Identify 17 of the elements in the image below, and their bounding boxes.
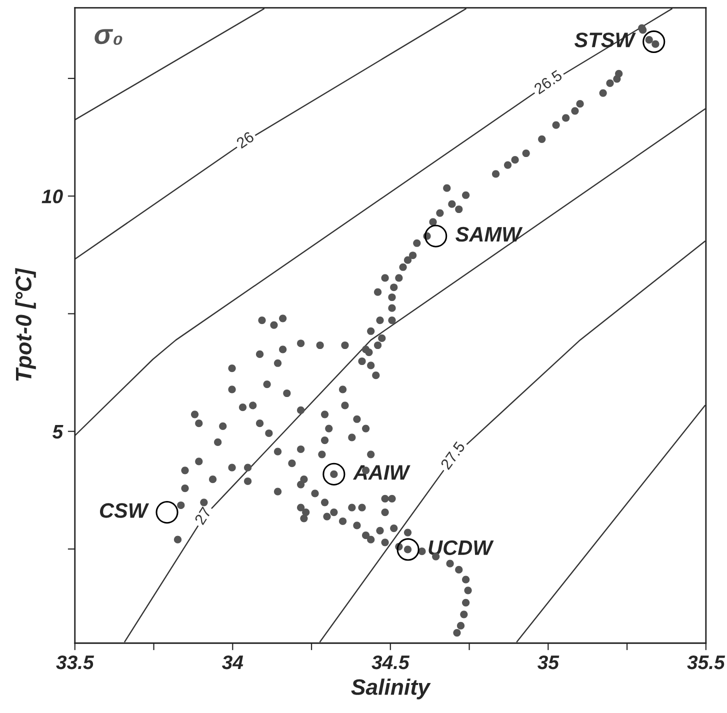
- y-tick-label: 5: [52, 425, 64, 439]
- x-tick-label: 34: [222, 655, 244, 670]
- data-label: SAMW: [456, 226, 523, 242]
- x-tick-label: 35.5: [687, 655, 726, 670]
- annotation: σ₀: [94, 29, 122, 45]
- data-label: CSW: [100, 503, 150, 518]
- x-axis-title: Salinity: [351, 678, 431, 700]
- x-tick-label: 34.5: [372, 655, 410, 670]
- annotation: 26: [236, 131, 255, 149]
- data-label: AAIW: [352, 465, 410, 480]
- y-axis-title: Tpot-0 [°C]: [15, 268, 36, 381]
- x-tick-label: 35: [537, 655, 560, 670]
- x-tick-label: 33.5: [56, 655, 94, 670]
- annotation: 27: [194, 506, 212, 526]
- y-tick-label: 10: [42, 190, 63, 204]
- data-label: UCDW: [428, 540, 494, 556]
- annotation: 26.5: [533, 70, 563, 95]
